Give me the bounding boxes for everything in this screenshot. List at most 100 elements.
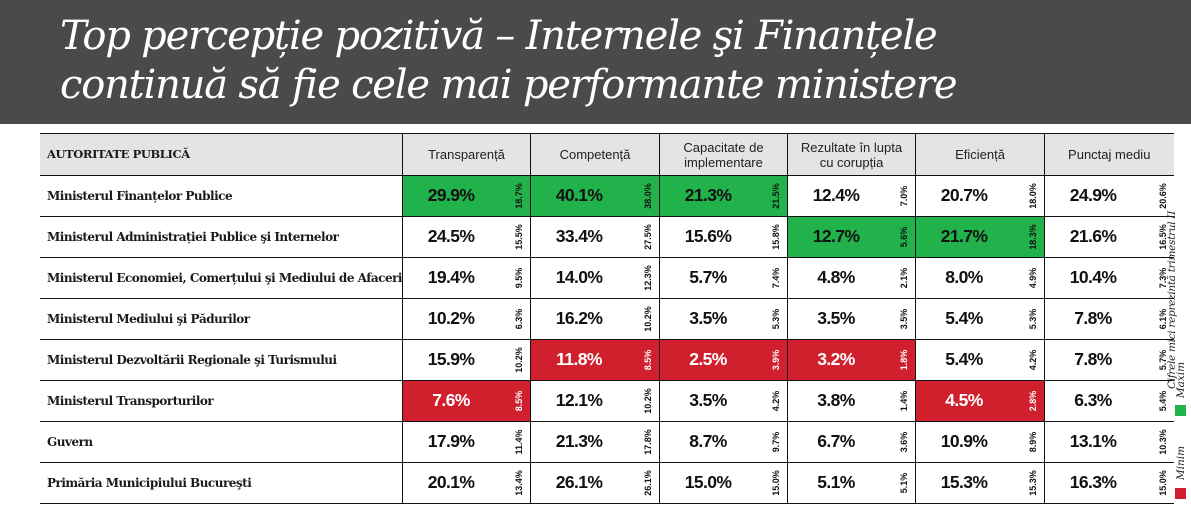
- score-cell: 29.9% 18.7%: [402, 175, 531, 217]
- table-row: Guvern 17.9% 11.4% 21.3% 17.8% 8.7% 9.7% 6.7% 3.…: [40, 421, 1174, 463]
- score-value: 6.7%: [817, 431, 855, 451]
- score-value: 24.5%: [427, 226, 475, 246]
- score-value: 12.7%: [812, 226, 860, 246]
- score-cell-minimum: 11.8% 8.5%: [531, 340, 659, 380]
- table-row: Ministerul Dezvoltării Regionale şi Turi…: [40, 339, 1174, 381]
- score-cell-body: 26.1% 26.1%: [531, 463, 659, 503]
- score-value: 24.9%: [1069, 185, 1117, 205]
- previous-quarter-value: 5.3%: [771, 308, 781, 330]
- score-cell: 10.4% 7.3%: [1044, 257, 1174, 299]
- previous-quarter-value: 15.0%: [771, 470, 781, 496]
- legend-max-swatch: [1175, 405, 1186, 416]
- page-title: Top percepție pozitivă – Internele şi Fi…: [60, 12, 958, 110]
- score-cell: 19.4% 9.5%: [402, 257, 531, 299]
- score-cell-body: 15.3% 15.3%: [916, 463, 1044, 503]
- previous-quarter-value: 26.1%: [643, 470, 653, 496]
- column-header-authority: AUTORITATE PUBLICĂ: [40, 133, 403, 176]
- previous-quarter-value: 2.8%: [1028, 390, 1038, 412]
- score-cell: 12.7% 5.6%: [787, 216, 916, 258]
- previous-quarter-value: 18.3%: [1028, 224, 1038, 250]
- table-header-row: AUTORITATE PUBLICĂ Transparență Competen…: [40, 133, 1174, 176]
- authority-name: Ministerul Finanțelor Publice: [40, 175, 403, 217]
- score-cell: 21.7% 18.3%: [915, 216, 1045, 258]
- score-value: 19.4%: [427, 267, 475, 287]
- score-cell-body: 5.4% 4.2%: [916, 340, 1044, 380]
- score-cell-body: 3.8% 1.4%: [788, 381, 915, 421]
- score-cell-body: 12.1% 10.2%: [531, 381, 659, 421]
- score-value: 5.7%: [689, 267, 727, 287]
- score-value: 14.0%: [555, 267, 603, 287]
- score-cell-body: 12.4% 7.0%: [788, 176, 915, 216]
- column-header-average-score: Punctaj mediu: [1044, 133, 1174, 176]
- title-banner: Top percepție pozitivă – Internele şi Fi…: [0, 0, 1191, 124]
- score-cell: 24.5% 15.5%: [402, 216, 531, 258]
- score-cell-body: 7.8% 6.1%: [1045, 299, 1174, 339]
- previous-quarter-value: 3.9%: [771, 349, 781, 371]
- score-cell-body: 15.0% 15.0%: [660, 463, 787, 503]
- authority-name: Ministerul Mediului şi Pădurilor: [40, 298, 403, 340]
- score-value: 3.5%: [689, 308, 727, 328]
- score-cell: 4.5% 2.8%: [915, 380, 1045, 422]
- score-cell: 33.4% 27.5%: [530, 216, 660, 258]
- table-row: Ministerul Mediului şi Pădurilor 10.2% 6.3…: [40, 298, 1174, 340]
- score-cell-minimum: 7.6% 8.5%: [403, 381, 530, 421]
- score-cell-body: 15.9% 10.2%: [403, 340, 530, 380]
- score-cell: 3.5% 5.3%: [659, 298, 788, 340]
- score-value: 21.6%: [1069, 226, 1117, 246]
- score-cell: 12.4% 7.0%: [787, 175, 916, 217]
- previous-quarter-value: 8.5%: [643, 349, 653, 371]
- previous-quarter-value: 7.0%: [899, 185, 909, 207]
- previous-quarter-value: 7.4%: [771, 267, 781, 289]
- previous-quarter-value: 3.5%: [899, 308, 909, 330]
- column-header-efficiency: Eficiență: [915, 133, 1045, 176]
- score-value: 8.0%: [945, 267, 983, 287]
- previous-quarter-value: 10.2%: [514, 347, 524, 373]
- score-cell-body: 20.1% 13.4%: [403, 463, 530, 503]
- previous-quarter-value: 1.4%: [899, 390, 909, 412]
- score-cell: 15.6% 15.8%: [659, 216, 788, 258]
- score-cell: 7.8% 6.1%: [1044, 298, 1174, 340]
- score-cell-body: 10.9% 8.9%: [916, 422, 1044, 462]
- score-value: 11.8%: [556, 349, 602, 369]
- score-cell-body: 17.9% 11.4%: [403, 422, 530, 462]
- score-cell-body: 14.0% 12.3%: [531, 258, 659, 298]
- previous-quarter-value: 4.2%: [771, 390, 781, 412]
- score-value: 21.7%: [940, 226, 988, 246]
- previous-quarter-value: 12.3%: [643, 265, 653, 291]
- previous-quarter-value: 10.2%: [643, 306, 653, 332]
- score-value: 17.9%: [427, 431, 475, 451]
- score-cell: 21.3% 21.5%: [659, 175, 788, 217]
- score-cell: 15.0% 15.0%: [659, 462, 788, 504]
- score-value: 12.1%: [555, 390, 603, 410]
- score-cell: 3.2% 1.8%: [787, 339, 916, 381]
- column-header-anticorruption-label: Rezultate în lupta cu corupția: [800, 139, 903, 170]
- score-cell-body: 10.4% 7.3%: [1045, 258, 1174, 298]
- score-cell-body: 4.8% 2.1%: [788, 258, 915, 298]
- score-cell: 5.4% 4.2%: [915, 339, 1045, 381]
- score-cell: 15.3% 15.3%: [915, 462, 1045, 504]
- previous-quarter-value: 5.1%: [899, 472, 909, 494]
- score-cell: 7.8% 5.7%: [1044, 339, 1174, 381]
- score-value: 10.4%: [1069, 267, 1117, 287]
- previous-quarter-value: 5.6%: [899, 226, 909, 248]
- score-cell-maximum: 12.7% 5.6%: [788, 217, 915, 257]
- previous-quarter-value: 9.5%: [514, 267, 524, 289]
- score-value: 3.8%: [817, 390, 855, 410]
- score-cell-body: 5.7% 7.4%: [660, 258, 787, 298]
- authority-name: Primăria Municipiului Bucureşti: [40, 462, 403, 504]
- score-value: 5.1%: [817, 472, 855, 492]
- score-value: 3.5%: [689, 390, 727, 410]
- score-cell: 8.0% 4.9%: [915, 257, 1045, 299]
- score-cell-body: 6.3% 5.4%: [1045, 381, 1174, 421]
- score-value: 3.2%: [817, 349, 855, 369]
- score-value: 2.5%: [689, 349, 727, 369]
- score-cell-body: 21.3% 17.8%: [531, 422, 659, 462]
- column-header-anticorruption: Rezultate în lupta cu corupția: [787, 133, 916, 176]
- score-cell-body: 6.7% 3.6%: [788, 422, 915, 462]
- score-value: 20.7%: [940, 185, 988, 205]
- score-cell: 13.1% 10.3%: [1044, 421, 1174, 463]
- score-cell: 26.1% 26.1%: [530, 462, 660, 504]
- score-value: 6.3%: [1074, 390, 1112, 410]
- score-cell: 17.9% 11.4%: [402, 421, 531, 463]
- score-cell: 6.7% 3.6%: [787, 421, 916, 463]
